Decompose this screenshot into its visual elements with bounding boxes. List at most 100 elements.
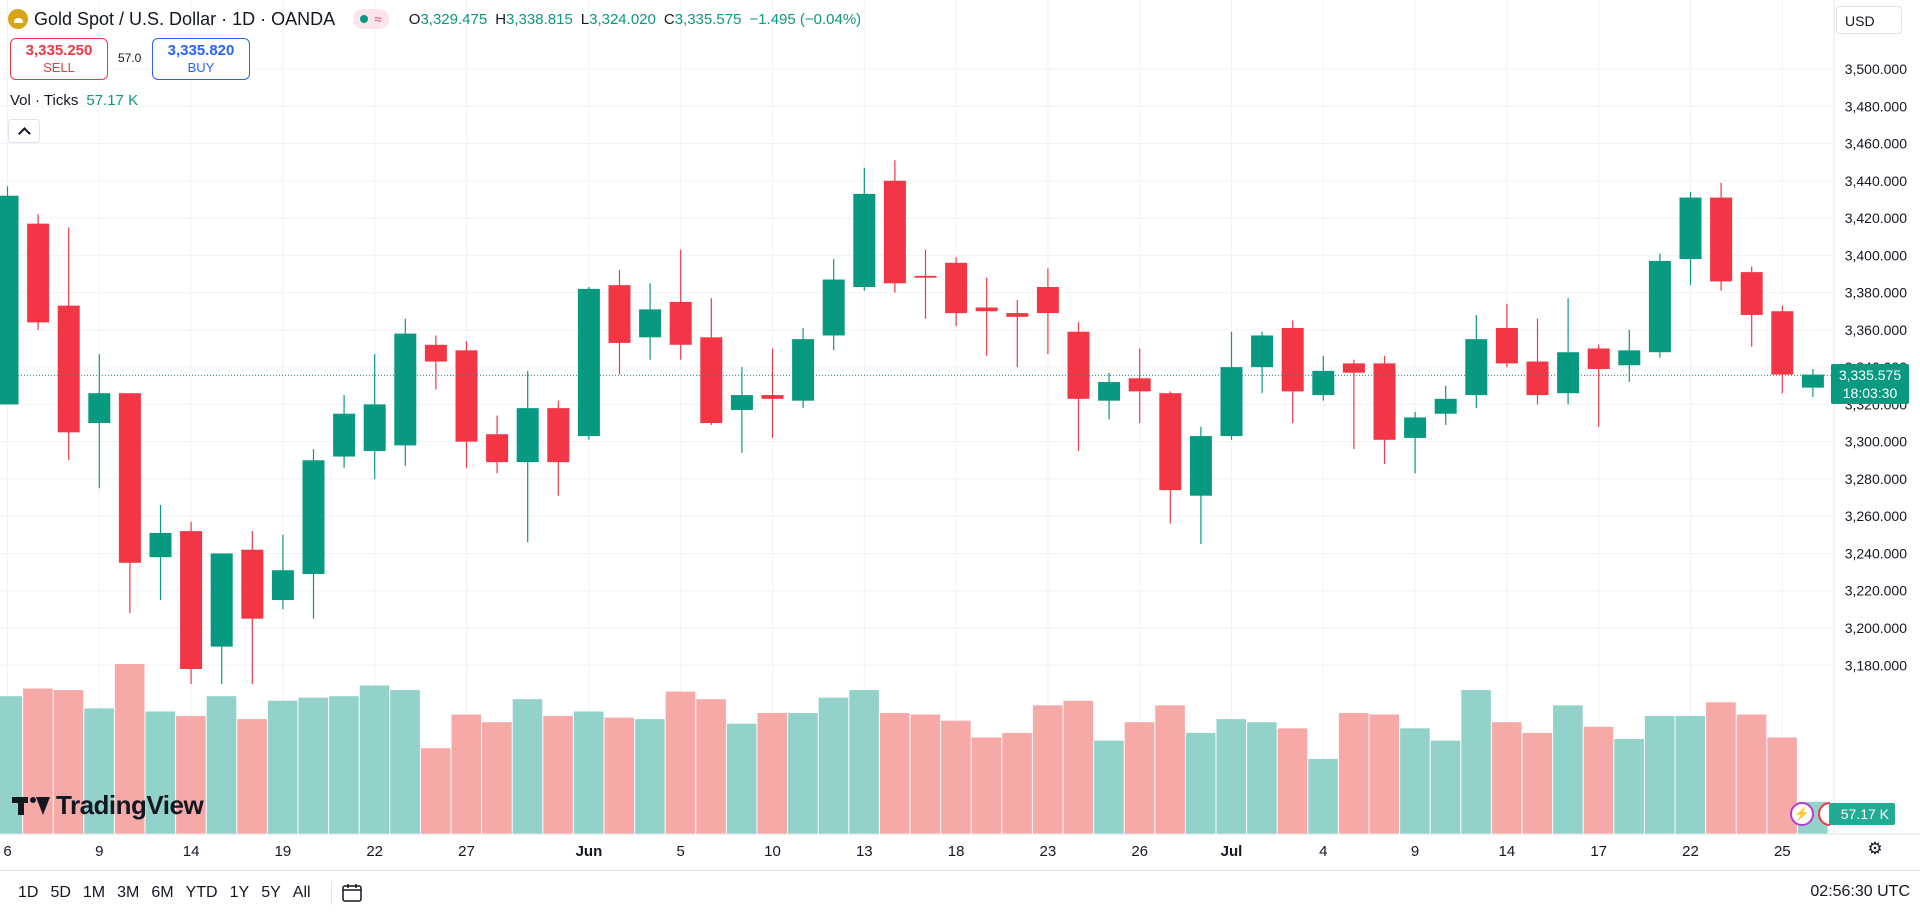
volume-bar bbox=[1675, 716, 1706, 834]
candlesticks bbox=[0, 160, 1824, 684]
bottom-toolbar: 1D 5D 1M 3M 6M YTD 1Y 5Y All 02:56:30 UT… bbox=[0, 870, 1920, 914]
candle-body bbox=[914, 275, 937, 278]
candle-body bbox=[241, 549, 264, 619]
volume-bar bbox=[1461, 690, 1491, 834]
x-tick-label: 22 bbox=[366, 843, 383, 860]
x-tick-label: 14 bbox=[1499, 843, 1516, 860]
x-tick-label: 9 bbox=[95, 843, 103, 860]
volume-bar bbox=[1338, 713, 1369, 834]
x-tick-label: 22 bbox=[1682, 843, 1699, 860]
candle-body bbox=[883, 180, 906, 284]
volume-bar bbox=[482, 722, 512, 834]
candle-body bbox=[1495, 327, 1518, 364]
candle-body bbox=[608, 285, 631, 343]
candle-body bbox=[1771, 311, 1794, 375]
volume-bar bbox=[1614, 739, 1644, 834]
spread-value: 57.0 bbox=[118, 51, 142, 65]
timeframe-1d[interactable]: 1D bbox=[18, 883, 39, 901]
symbol-title[interactable]: Gold Spot / U.S. Dollar · 1D · OANDA bbox=[34, 8, 336, 29]
y-tick-label: 3,420.000 bbox=[1845, 210, 1907, 226]
volume-bar bbox=[1553, 705, 1583, 834]
buy-price: 3,335.820 bbox=[167, 42, 235, 59]
timeframe-3m[interactable]: 3M bbox=[117, 883, 140, 901]
volume-bar bbox=[206, 696, 237, 834]
candle-body bbox=[1465, 339, 1488, 396]
volume-bar bbox=[1185, 732, 1216, 834]
date-range-calendar-icon[interactable] bbox=[341, 883, 364, 903]
settings-gear-icon[interactable]: ⚙ bbox=[1867, 839, 1883, 858]
x-tick-label: 19 bbox=[275, 843, 292, 860]
price-chart[interactable]: 3,500.000 3,480.000 3,460.000 3,440.000 3,42… bbox=[0, 0, 1920, 870]
low-value: 3,324.020 bbox=[589, 10, 656, 28]
volume-bar bbox=[390, 690, 420, 834]
currency-selector[interactable]: USD bbox=[1836, 6, 1902, 34]
y-tick-label: 3,200.000 bbox=[1845, 620, 1907, 636]
candle-body bbox=[1740, 272, 1763, 315]
volume-bar bbox=[788, 713, 818, 834]
volume-legend[interactable]: Vol · Ticks 57.17 K bbox=[10, 92, 138, 109]
timeframe-1y[interactable]: 1Y bbox=[229, 883, 250, 901]
close-value: 3,335.575 bbox=[674, 10, 742, 28]
volume-bar bbox=[1706, 702, 1736, 834]
timeframe-1m[interactable]: 1M bbox=[82, 883, 106, 901]
utc-clock[interactable]: 02:56:30 UTC bbox=[1810, 883, 1910, 900]
candle-body bbox=[700, 337, 723, 424]
volume-bar bbox=[543, 716, 573, 834]
last-price-badge: 3,335.575 18:03:30 bbox=[1831, 364, 1909, 405]
y-tick-label: 3,460.000 bbox=[1845, 136, 1907, 152]
x-tick-label: 10 bbox=[764, 843, 781, 860]
candle-body bbox=[547, 408, 570, 463]
volume-bar bbox=[757, 713, 788, 834]
volume-legend-label: Vol · Ticks bbox=[10, 92, 79, 109]
candle-body bbox=[1342, 363, 1365, 373]
market-status-pill[interactable]: ≈ bbox=[353, 9, 389, 29]
y-tick-label: 3,240.000 bbox=[1845, 545, 1907, 561]
candle-body bbox=[792, 339, 815, 401]
candle-body bbox=[1648, 260, 1671, 353]
x-tick-label: 5 bbox=[677, 843, 685, 860]
timeframe-ytd[interactable]: YTD bbox=[185, 883, 218, 901]
volume-bar bbox=[1430, 740, 1461, 834]
x-tick-label: Jul bbox=[1221, 843, 1243, 860]
timeframe-5d[interactable]: 5D bbox=[50, 883, 71, 901]
volume-bar bbox=[329, 696, 359, 834]
candle-body bbox=[1587, 348, 1610, 369]
y-tick-label: 3,280.000 bbox=[1845, 471, 1907, 487]
change-value: −1.495 (−0.04%) bbox=[749, 10, 862, 28]
timeframe-all[interactable]: All bbox=[292, 883, 311, 901]
y-tick-label: 3,380.000 bbox=[1845, 285, 1907, 301]
chart-header: Gold Spot / U.S. Dollar · 1D · OANDA ≈ O… bbox=[8, 8, 861, 30]
volume-bar bbox=[1736, 714, 1767, 834]
volume-bar bbox=[696, 699, 726, 834]
volume-bar bbox=[726, 723, 757, 834]
x-tick-label: 4 bbox=[1319, 843, 1327, 860]
collapse-legend-button[interactable] bbox=[8, 119, 40, 143]
gold-symbol-icon bbox=[8, 9, 28, 29]
tradingview-logo[interactable]: TradingView bbox=[12, 790, 204, 821]
volume-bar bbox=[53, 690, 84, 834]
volume-bar bbox=[1247, 722, 1277, 834]
candle-body bbox=[57, 305, 80, 433]
sell-button[interactable]: 3,335.250 SELL bbox=[10, 38, 108, 80]
volume-bar bbox=[114, 664, 145, 834]
candle-body bbox=[516, 408, 539, 463]
timeframe-6m[interactable]: 6M bbox=[151, 883, 174, 901]
timeframe-5y[interactable]: 5Y bbox=[261, 883, 281, 901]
buy-button[interactable]: 3,335.820 BUY bbox=[152, 38, 250, 80]
volume-bar bbox=[1583, 726, 1614, 834]
y-tick-label: 3,400.000 bbox=[1845, 247, 1907, 263]
market-open-dot-icon bbox=[360, 15, 369, 23]
volume-bar bbox=[1063, 700, 1094, 834]
candle-body bbox=[1281, 327, 1304, 392]
candle-body bbox=[1710, 197, 1733, 282]
x-tick-label: 17 bbox=[1590, 843, 1607, 860]
lightning-icon[interactable]: ⚡ bbox=[1790, 802, 1814, 826]
chevron-up-icon bbox=[17, 126, 31, 140]
price-axis-background[interactable] bbox=[1834, 0, 1920, 834]
volume-bar bbox=[1155, 705, 1185, 834]
candle-body bbox=[1404, 417, 1427, 438]
volume-bar bbox=[635, 719, 665, 834]
candle-body bbox=[577, 288, 600, 437]
buy-label: BUY bbox=[187, 60, 215, 75]
candle-body bbox=[455, 350, 478, 442]
